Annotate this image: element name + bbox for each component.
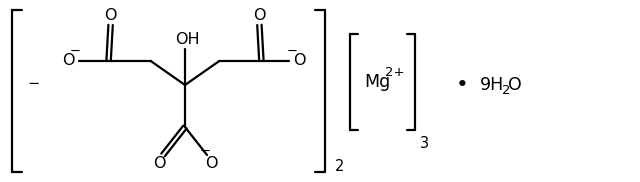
Text: −: − — [200, 145, 211, 157]
Text: Mg: Mg — [364, 73, 390, 91]
Text: O: O — [153, 157, 165, 171]
Text: O: O — [205, 157, 217, 171]
Text: O: O — [104, 8, 117, 23]
Text: 2: 2 — [335, 159, 344, 174]
Text: −: − — [28, 76, 40, 90]
Text: O: O — [253, 8, 266, 23]
Text: •: • — [456, 75, 468, 95]
Text: OH: OH — [175, 31, 199, 46]
Text: −: − — [287, 46, 298, 58]
Text: O: O — [293, 53, 306, 68]
Text: 9H: 9H — [480, 76, 504, 94]
Text: O: O — [508, 76, 522, 94]
Text: 2: 2 — [502, 84, 511, 96]
Text: O: O — [62, 53, 75, 68]
Text: 3: 3 — [420, 136, 429, 151]
Text: 2+: 2+ — [385, 66, 404, 78]
Text: −: − — [70, 46, 81, 58]
